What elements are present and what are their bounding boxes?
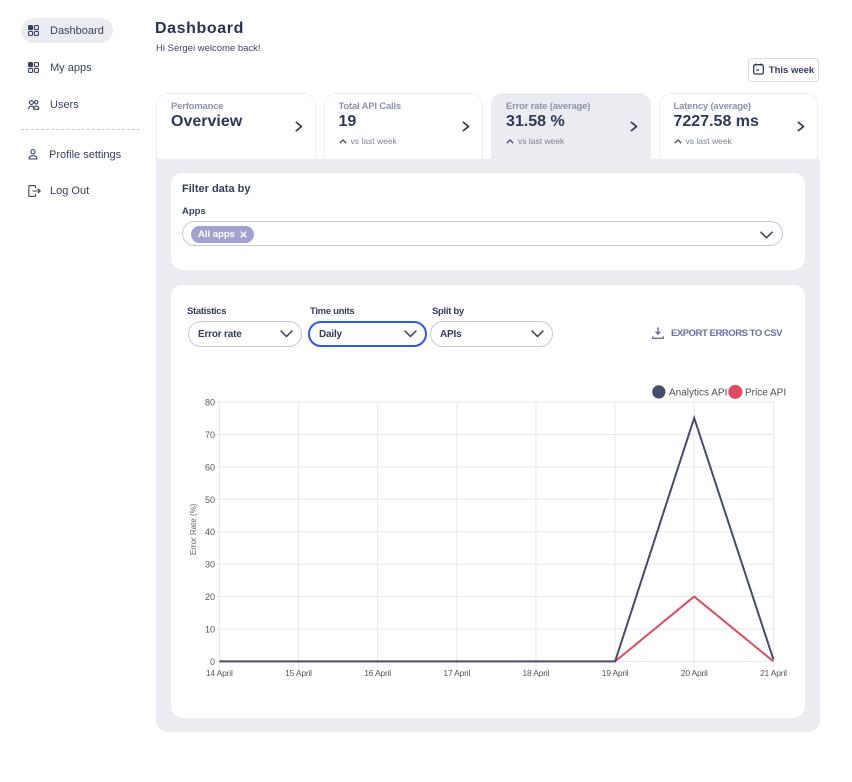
- svg-text:20 April: 20 April: [681, 668, 708, 678]
- svg-text:Price API: Price API: [745, 388, 786, 399]
- svg-text:40: 40: [205, 527, 215, 537]
- svg-text:50: 50: [205, 495, 215, 505]
- svg-text:16 April: 16 April: [364, 668, 391, 678]
- svg-text:60: 60: [205, 462, 215, 472]
- svg-text:Error Rate (%): Error Rate (%): [189, 503, 198, 555]
- svg-text:19 April: 19 April: [602, 668, 629, 678]
- svg-text:17 April: 17 April: [443, 668, 470, 678]
- svg-text:Analytics API: Analytics API: [669, 388, 727, 399]
- svg-text:15 April: 15 April: [285, 668, 312, 678]
- svg-text:70: 70: [205, 430, 215, 440]
- svg-text:0: 0: [210, 657, 215, 667]
- svg-text:10: 10: [205, 625, 215, 635]
- svg-text:80: 80: [205, 398, 215, 408]
- svg-text:30: 30: [205, 560, 215, 570]
- svg-text:20: 20: [205, 592, 215, 602]
- svg-text:18 April: 18 April: [523, 668, 550, 678]
- svg-text:14 April: 14 April: [206, 668, 233, 678]
- svg-text:21 April: 21 April: [760, 668, 787, 678]
